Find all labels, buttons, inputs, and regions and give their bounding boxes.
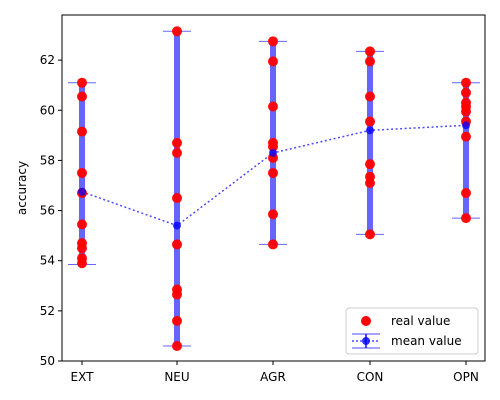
y-tick-label-50: 50 (40, 354, 55, 368)
real-point-agr-1 (268, 56, 278, 67)
mean-point-opn (462, 121, 470, 130)
real-point-neu-2 (172, 147, 182, 158)
y-tick-label-56: 56 (40, 204, 55, 218)
real-point-neu-0 (172, 26, 182, 37)
real-point-agr-4 (268, 141, 278, 152)
real-point-opn-8 (461, 213, 471, 224)
x-tick-label-agr: AGR (260, 370, 286, 384)
x-tick-label-neu: NEU (164, 370, 189, 384)
real-point-agr-6 (268, 167, 278, 178)
real-point-ext-2 (77, 126, 87, 137)
real-point-neu-8 (172, 340, 182, 351)
real-point-neu-7 (172, 315, 182, 326)
real-point-con-3 (365, 116, 375, 127)
mean-point-con (366, 126, 374, 135)
legend-label-real: real value (391, 314, 450, 328)
real-point-con-6 (365, 177, 375, 188)
mean-point-agr (269, 148, 277, 157)
mean-point-ext (78, 187, 86, 196)
real-point-ext-7 (77, 243, 87, 254)
real-point-neu-3 (172, 193, 182, 204)
real-point-agr-2 (268, 101, 278, 112)
real-point-ext-1 (77, 91, 87, 102)
real-point-ext-9 (77, 258, 87, 269)
x-tick-label-opn: OPN (453, 370, 479, 384)
real-point-ext-5 (77, 219, 87, 230)
real-point-neu-1 (172, 137, 182, 148)
y-tick-label-60: 60 (40, 103, 55, 117)
x-tick-label-ext: EXT (71, 370, 95, 384)
real-point-con-0 (365, 46, 375, 57)
real-point-con-1 (365, 56, 375, 67)
legend: real value mean value (345, 307, 479, 355)
real-point-ext-3 (77, 167, 87, 178)
legend-frame (345, 307, 479, 355)
real-point-ext-0 (77, 77, 87, 88)
x-tick-label-con: CON (357, 370, 384, 384)
y-tick-label-58: 58 (40, 153, 55, 167)
real-point-con-2 (365, 91, 375, 102)
y-tick-label-52: 52 (40, 304, 55, 318)
plot-area (68, 26, 480, 351)
real-point-neu-6 (172, 289, 182, 300)
real-point-opn-6 (461, 131, 471, 142)
real-point-opn-7 (461, 188, 471, 199)
real-point-neu-4 (172, 239, 182, 250)
real-point-opn-4 (461, 106, 471, 117)
real-point-con-7 (365, 229, 375, 240)
legend-real-marker (361, 316, 371, 326)
real-point-opn-0 (461, 77, 471, 88)
mean-point-neu (173, 221, 181, 230)
y-tick-label-62: 62 (40, 53, 55, 67)
y-axis-title: accuracy (15, 161, 29, 215)
real-point-agr-8 (268, 239, 278, 250)
legend-label-mean: mean value (391, 334, 462, 348)
real-point-opn-1 (461, 87, 471, 98)
y-tick-label-54: 54 (40, 254, 55, 268)
legend-mean-marker (362, 337, 370, 345)
axes: 50 52 54 56 58 60 62 EXT NEU AGR CON OPN (40, 14, 486, 384)
real-point-agr-7 (268, 209, 278, 220)
real-point-con-4 (365, 159, 375, 170)
real-point-agr-0 (268, 36, 278, 47)
